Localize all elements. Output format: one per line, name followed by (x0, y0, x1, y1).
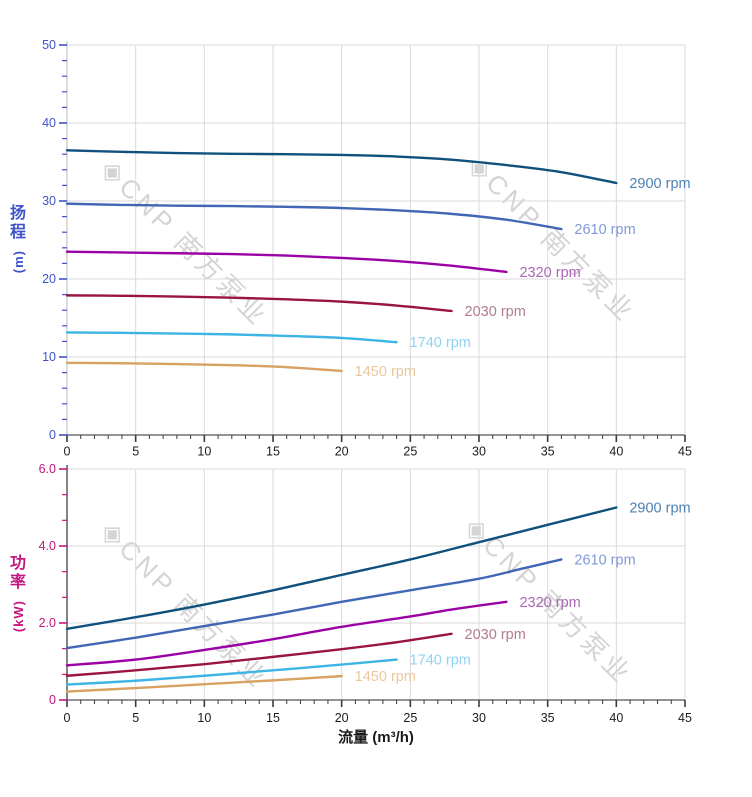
x-tick-label: 25 (403, 445, 417, 459)
x-tick-label: 40 (609, 711, 623, 725)
rpm-label: 1740 rpm (410, 653, 471, 669)
curve-2320-rpm (65, 250, 508, 274)
x-tick-label: 10 (197, 445, 211, 459)
rpm-label: 2900 rpm (629, 501, 690, 517)
rpm-label: 1450 rpm (355, 364, 416, 380)
x-tick-label: 0 (64, 445, 71, 459)
y-tick-label: 6.0 (39, 462, 56, 476)
rpm-label: 2900 rpm (629, 176, 690, 192)
x-tick-label: 45 (678, 445, 692, 459)
rpm-label: 2610 rpm (574, 222, 635, 238)
head-axis-title: 扬程 (m) (7, 205, 29, 278)
x-tick-label: 10 (197, 711, 211, 725)
curve-2030-rpm (65, 294, 453, 313)
rpm-label: 2610 rpm (574, 552, 635, 568)
power-axis-unit: (kW) (10, 599, 26, 632)
flow-axis-title: 流量 (m³/h) (338, 729, 414, 746)
curve-1740-rpm (65, 331, 398, 344)
x-tick-label: 35 (541, 711, 555, 725)
rpm-label: 1740 rpm (410, 335, 471, 351)
power-axis-title-text: 功率 (9, 555, 26, 591)
curve-1450-rpm (65, 674, 343, 693)
x-tick-label: 20 (335, 445, 349, 459)
curve-2610-rpm (65, 558, 563, 650)
curve-1740-rpm (65, 658, 398, 686)
x-tick-label: 40 (609, 445, 623, 459)
head-axis-title-text: 扬程 (9, 205, 26, 241)
x-tick-label: 45 (678, 711, 692, 725)
y-tick-label: 10 (42, 350, 56, 364)
y-tick-label: 50 (42, 38, 56, 52)
x-tick-label: 5 (132, 711, 139, 725)
rpm-label: 2030 rpm (465, 627, 526, 643)
y-tick-label: 0 (49, 693, 56, 707)
rpm-label: 2030 rpm (465, 304, 526, 320)
y-tick-label: 2.0 (39, 616, 56, 630)
curve-2900-rpm (65, 506, 618, 630)
x-tick-label: 5 (132, 445, 139, 459)
x-tick-label: 20 (335, 711, 349, 725)
rpm-label: 2320 rpm (519, 265, 580, 281)
curve-2320-rpm (65, 600, 508, 667)
x-tick-label: 30 (472, 711, 486, 725)
curve-2900-rpm (65, 149, 618, 185)
y-tick-label: 20 (42, 272, 56, 286)
x-tick-label: 15 (266, 445, 280, 459)
curve-2610-rpm (65, 202, 563, 231)
x-tick-label: 0 (64, 711, 71, 725)
x-tick-label: 25 (403, 711, 417, 725)
rpm-label: 1450 rpm (355, 669, 416, 685)
curve-1450-rpm (65, 361, 343, 373)
y-tick-label: 40 (42, 116, 56, 130)
head-axis-unit: (m) (10, 249, 26, 273)
y-tick-label: 30 (42, 194, 56, 208)
rpm-label: 2320 rpm (519, 595, 580, 611)
y-tick-label: 4.0 (39, 539, 56, 553)
curve-2030-rpm (65, 632, 453, 677)
power-axis-title: 功率 (kW) (7, 555, 29, 637)
x-tick-label: 15 (266, 711, 280, 725)
x-tick-label: 35 (541, 445, 555, 459)
y-tick-label: 0 (49, 428, 56, 442)
x-tick-label: 30 (472, 445, 486, 459)
